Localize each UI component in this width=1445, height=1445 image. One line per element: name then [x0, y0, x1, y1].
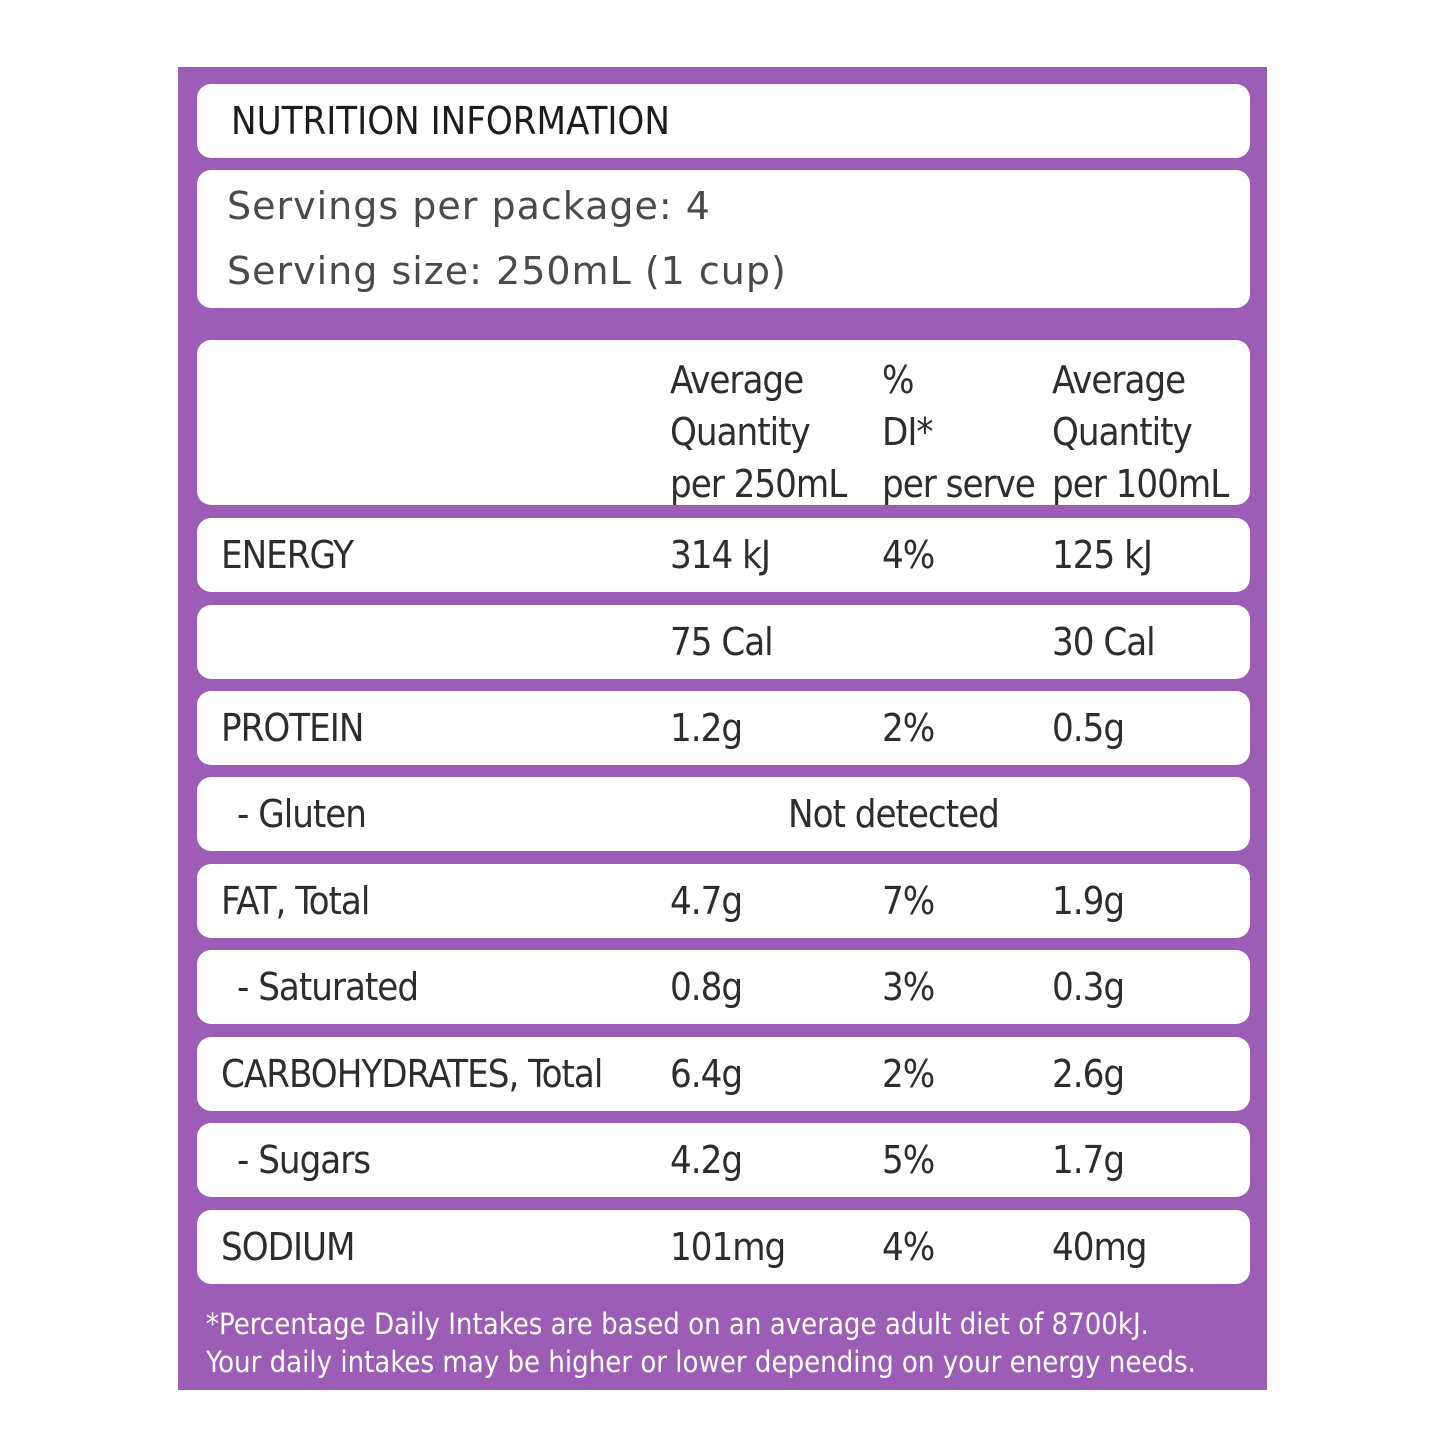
row-per-serve: 101mg: [670, 1225, 786, 1269]
row-per-100ml: 1.7g: [1052, 1138, 1125, 1182]
table-row: - Sugars 4.2g 5% 1.7g: [197, 1123, 1250, 1197]
row-label: ENERGY: [221, 533, 354, 577]
table-row: FAT, Total 4.7g 7% 1.9g: [197, 864, 1250, 938]
footnote-line: Your daily intakes may be higher or lowe…: [206, 1345, 1196, 1379]
servings-card: Servings per package: 4 Serving size: 25…: [197, 170, 1250, 308]
table-row: 75 Cal 30 Cal: [197, 605, 1250, 679]
row-per-100ml: 40mg: [1052, 1225, 1148, 1269]
row-label: PROTEIN: [221, 706, 364, 750]
serving-size: Serving size: 250mL (1 cup): [227, 249, 787, 293]
row-per-serve: 4.7g: [670, 879, 743, 923]
row-label: CARBOHYDRATES, Total: [221, 1052, 603, 1096]
table-row: - Saturated 0.8g 3% 0.3g: [197, 950, 1250, 1024]
header-per-100ml: Average Quantity per 100mL: [1052, 358, 1229, 506]
row-daily-intake: 4%: [882, 1225, 935, 1269]
table-row: PROTEIN 1.2g 2% 0.5g: [197, 691, 1250, 765]
table-row: SODIUM 101mg 4% 40mg: [197, 1210, 1250, 1284]
header-daily-intake: % DI* per serve: [882, 358, 1036, 506]
footnote-line: *Percentage Daily Intakes are based on a…: [206, 1307, 1149, 1341]
header-per-serve: Average Quantity per 250mL: [670, 358, 847, 506]
row-daily-intake: 5%: [882, 1138, 935, 1182]
row-per-100ml: 2.6g: [1052, 1052, 1125, 1096]
row-per-serve: 314 kJ: [670, 533, 771, 577]
table-row: CARBOHYDRATES, Total 6.4g 2% 2.6g: [197, 1037, 1250, 1111]
title-card: NUTRITION INFORMATION: [197, 84, 1250, 158]
header-card: Average Quantity per 250mL % DI* per ser…: [197, 340, 1250, 506]
table-row: - Gluten Not detected: [197, 777, 1250, 851]
row-per-serve: 0.8g: [670, 965, 743, 1009]
row-merged-value: Not detected: [788, 792, 1000, 836]
row-label: FAT, Total: [221, 879, 370, 923]
row-label: - Sugars: [237, 1138, 371, 1182]
row-daily-intake: 3%: [882, 965, 935, 1009]
row-per-100ml: 0.5g: [1052, 706, 1125, 750]
row-daily-intake: 2%: [882, 706, 935, 750]
row-per-serve: 4.2g: [670, 1138, 743, 1182]
row-per-serve: 75 Cal: [670, 620, 774, 664]
row-daily-intake: 4%: [882, 533, 935, 577]
table-row: ENERGY 314 kJ 4% 125 kJ: [197, 518, 1250, 592]
row-label: - Saturated: [237, 965, 419, 1009]
row-daily-intake: 7%: [882, 879, 935, 923]
row-label: - Gluten: [237, 792, 367, 836]
servings-per-package: Servings per package: 4: [227, 184, 711, 228]
row-per-100ml: 125 kJ: [1052, 533, 1153, 577]
row-label: SODIUM: [221, 1225, 356, 1269]
row-per-serve: 1.2g: [670, 706, 743, 750]
nutrition-panel: NUTRITION INFORMATION Servings per packa…: [178, 67, 1267, 1390]
row-daily-intake: 2%: [882, 1052, 935, 1096]
panel-title: NUTRITION INFORMATION: [231, 99, 670, 143]
footnote: *Percentage Daily Intakes are based on a…: [206, 1305, 1246, 1381]
row-per-100ml: 0.3g: [1052, 965, 1125, 1009]
row-per-serve: 6.4g: [670, 1052, 743, 1096]
row-per-100ml: 30 Cal: [1052, 620, 1156, 664]
row-per-100ml: 1.9g: [1052, 879, 1125, 923]
